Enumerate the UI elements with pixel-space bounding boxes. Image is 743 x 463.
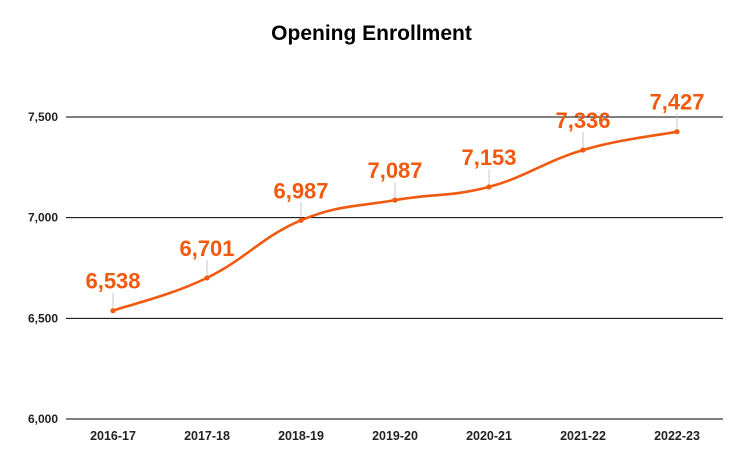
data-label: 6,538 bbox=[85, 269, 140, 294]
data-points bbox=[110, 129, 680, 314]
gridlines bbox=[66, 116, 723, 420]
x-tick-label: 2016-17 bbox=[90, 429, 136, 443]
x-tick-label: 2019-20 bbox=[372, 429, 418, 443]
chart-title: Opening Enrollment bbox=[271, 22, 472, 45]
data-point bbox=[486, 184, 492, 190]
data-point bbox=[392, 197, 398, 203]
data-label: 6,987 bbox=[273, 178, 328, 203]
data-labels: 6,538 6,701 6,987 7,087 7,153 7,336 7,427 bbox=[85, 90, 704, 294]
data-point bbox=[204, 275, 210, 281]
x-tick-label: 2017-18 bbox=[184, 429, 230, 443]
data-label: 6,701 bbox=[179, 236, 234, 261]
y-tick-label: 7,500 bbox=[28, 110, 58, 124]
x-tick-label: 2022-23 bbox=[654, 429, 700, 443]
data-label: 7,087 bbox=[367, 158, 422, 183]
y-tick-label: 7,000 bbox=[28, 211, 58, 225]
y-tick-label: 6,000 bbox=[28, 412, 58, 426]
x-tick-label: 2021-22 bbox=[560, 429, 606, 443]
data-label: 7,153 bbox=[461, 145, 516, 170]
x-tick-label: 2018-19 bbox=[278, 429, 324, 443]
data-point bbox=[674, 129, 680, 135]
data-point bbox=[580, 147, 586, 153]
data-label: 7,427 bbox=[649, 90, 704, 115]
data-point bbox=[110, 308, 116, 314]
x-tick-label: 2020-21 bbox=[466, 429, 512, 443]
data-point bbox=[298, 217, 304, 223]
data-label: 7,336 bbox=[555, 108, 610, 133]
y-tick-label: 6,500 bbox=[28, 311, 58, 325]
label-leaders bbox=[112, 113, 678, 308]
x-axis-ticks: 2016-17 2017-18 2018-19 2019-20 2020-21 2021-… bbox=[90, 429, 700, 443]
y-axis-ticks: 6,000 6,500 7,000 7,500 bbox=[28, 110, 58, 426]
